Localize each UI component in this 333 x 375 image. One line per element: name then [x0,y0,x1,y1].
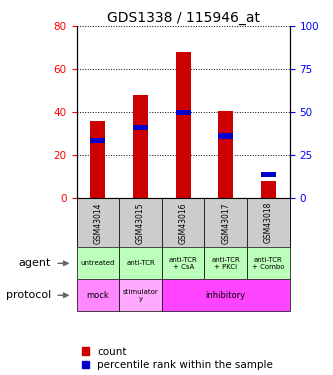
Text: GSM43015: GSM43015 [136,202,145,243]
Text: anti-TCR
+ CsA: anti-TCR + CsA [169,257,197,270]
Bar [119,279,162,311]
Bar [162,248,204,279]
Text: GSM43016: GSM43016 [178,202,188,243]
Bar [119,198,162,248]
Legend: count, percentile rank within the sample: count, percentile rank within the sample [82,346,273,370]
Text: mock: mock [87,291,109,300]
Bar [261,181,276,198]
Bar [77,248,119,279]
Bar [218,133,233,139]
Text: GSM43017: GSM43017 [221,202,230,243]
Text: anti-TCR
+ Combo: anti-TCR + Combo [252,257,285,270]
Text: agent: agent [19,258,51,268]
Bar [162,279,290,311]
Bar [204,198,247,248]
Bar [176,110,190,115]
Bar [119,248,162,279]
Bar [247,198,290,248]
Text: GSM43014: GSM43014 [93,202,103,243]
Text: untreated: untreated [81,260,115,266]
Bar [91,138,105,143]
Bar [91,121,105,198]
Bar [77,198,119,248]
Text: stimulator
y: stimulator y [123,289,159,302]
Text: anti-TCR
+ PKCi: anti-TCR + PKCi [211,257,240,270]
Text: inhibitory: inhibitory [206,291,246,300]
Title: GDS1338 / 115946_at: GDS1338 / 115946_at [107,11,260,25]
Bar [218,111,233,198]
Bar [162,198,204,248]
Text: GSM43018: GSM43018 [264,202,273,243]
Bar [176,52,190,198]
Bar [133,95,148,198]
Bar [77,279,119,311]
Bar [204,248,247,279]
Text: protocol: protocol [6,290,51,300]
Bar [133,124,148,130]
Bar [247,248,290,279]
Bar [261,172,276,177]
Text: anti-TCR: anti-TCR [126,260,155,266]
